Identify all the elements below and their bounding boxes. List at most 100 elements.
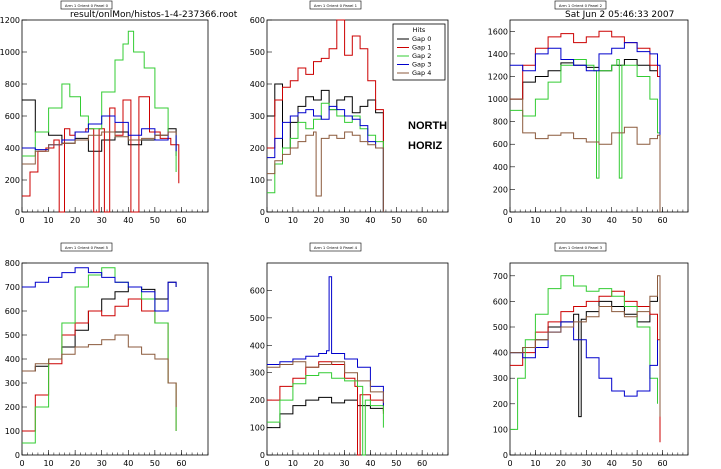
x-tick-label: 20 bbox=[70, 459, 80, 468]
y-tick-label: 200 bbox=[493, 400, 508, 409]
x-tick-label: 60 bbox=[657, 216, 667, 225]
x-tick-label: 40 bbox=[123, 216, 133, 225]
legend-entry: Gap 3 bbox=[412, 61, 431, 69]
y-tick-label: 100 bbox=[250, 176, 265, 185]
x-tick-label: 30 bbox=[97, 459, 107, 468]
x-tick-label: 50 bbox=[632, 459, 642, 468]
y-tick-label: 1200 bbox=[0, 16, 20, 25]
series-line-gap2 bbox=[22, 267, 177, 444]
x-tick-label: 40 bbox=[365, 459, 375, 468]
y-tick-label: 400 bbox=[250, 341, 265, 350]
legend-title: Hits bbox=[413, 26, 426, 34]
y-tick-label: 0 bbox=[503, 208, 508, 217]
y-tick-label: 300 bbox=[493, 374, 508, 383]
series-line-gap3 bbox=[22, 267, 177, 312]
y-tick-label: 0 bbox=[260, 451, 265, 460]
y-tick-label: 1000 bbox=[0, 48, 20, 57]
panel-title: Arm 1 Orient 0 Panel 2 bbox=[559, 3, 603, 8]
x-tick-label: 20 bbox=[70, 216, 80, 225]
series-line-gap3 bbox=[510, 321, 658, 397]
y-tick-label: 0 bbox=[15, 208, 20, 217]
series-line-gap2 bbox=[22, 30, 177, 172]
y-tick-label: 600 bbox=[250, 286, 265, 295]
y-tick-label: 400 bbox=[493, 163, 508, 172]
x-tick-label: 30 bbox=[339, 216, 349, 225]
y-tick-label: 400 bbox=[5, 144, 20, 153]
y-tick-label: 500 bbox=[250, 314, 265, 323]
root-file-name: result/onlMon/histos-1-4-237366.root bbox=[70, 10, 238, 20]
panel-title-box bbox=[554, 0, 607, 10]
y-tick-label: 800 bbox=[5, 259, 20, 268]
y-tick-label: 1000 bbox=[488, 95, 508, 104]
series-line-gap1 bbox=[510, 30, 661, 212]
y-tick-label: 200 bbox=[5, 176, 20, 185]
series-line-gap3 bbox=[267, 276, 384, 406]
x-tick-label: 0 bbox=[264, 216, 269, 225]
y-tick-label: 600 bbox=[5, 307, 20, 316]
y-tick-label: 1600 bbox=[488, 27, 508, 36]
panel-title: Arm 1 Orient 0 Panel 4 bbox=[314, 245, 358, 250]
x-tick-label: 60 bbox=[176, 459, 186, 468]
x-tick-label: 30 bbox=[581, 216, 591, 225]
x-tick-label: 10 bbox=[530, 216, 540, 225]
panel-title-box bbox=[309, 242, 362, 252]
x-tick-label: 20 bbox=[314, 459, 324, 468]
y-tick-label: 1400 bbox=[488, 50, 508, 59]
x-tick-label: 60 bbox=[176, 216, 186, 225]
x-tick-label: 0 bbox=[19, 459, 24, 468]
x-tick-label: 30 bbox=[581, 459, 591, 468]
y-tick-label: 100 bbox=[5, 427, 20, 436]
x-tick-label: 10 bbox=[288, 216, 298, 225]
x-tick-label: 10 bbox=[530, 459, 540, 468]
series-line-gap1 bbox=[22, 298, 177, 432]
y-tick-label: 200 bbox=[5, 403, 20, 412]
y-tick-label: 600 bbox=[493, 297, 508, 306]
series-line-gap4 bbox=[22, 334, 177, 407]
panel-frame bbox=[509, 19, 689, 213]
x-tick-label: 30 bbox=[97, 216, 107, 225]
series-line-gap1 bbox=[267, 19, 384, 212]
panel-frame bbox=[509, 262, 689, 456]
x-tick-label: 20 bbox=[314, 216, 324, 225]
panel-title: Arm 1 Orient 0 Panel 5 bbox=[65, 245, 109, 250]
x-tick-label: 50 bbox=[150, 216, 160, 225]
panel-title: Arm 1 Orient 0 Panel 0 bbox=[65, 3, 109, 8]
panel-title: Arm 1 Orient 0 Panel 3 bbox=[559, 245, 603, 250]
x-tick-label: 0 bbox=[264, 459, 269, 468]
legend-box bbox=[392, 23, 446, 81]
x-tick-label: 10 bbox=[43, 459, 53, 468]
y-tick-label: 500 bbox=[5, 331, 20, 340]
y-tick-label: 300 bbox=[250, 112, 265, 121]
y-tick-label: 0 bbox=[260, 208, 265, 217]
series-line-gap0 bbox=[22, 281, 177, 372]
x-tick-label: 40 bbox=[365, 216, 375, 225]
y-tick-label: 0 bbox=[503, 451, 508, 460]
y-tick-label: 400 bbox=[250, 80, 265, 89]
series-line-gap4 bbox=[510, 275, 661, 417]
series-line-gap4 bbox=[267, 361, 384, 403]
y-tick-label: 400 bbox=[493, 349, 508, 358]
y-tick-label: 400 bbox=[5, 355, 20, 364]
y-tick-label: 600 bbox=[493, 140, 508, 149]
series-line-gap4 bbox=[22, 131, 177, 165]
y-tick-label: 200 bbox=[493, 185, 508, 194]
y-tick-label: 600 bbox=[5, 112, 20, 121]
panel-title-box bbox=[60, 0, 113, 10]
x-tick-label: 40 bbox=[607, 459, 617, 468]
series-line-gap2 bbox=[267, 372, 384, 456]
y-tick-label: 1200 bbox=[488, 72, 508, 81]
series-line-gap4 bbox=[510, 98, 661, 212]
y-tick-label: 100 bbox=[493, 425, 508, 434]
y-tick-label: 100 bbox=[250, 424, 265, 433]
north-label: NORTH bbox=[408, 120, 448, 132]
timestamp: Sat Jun 2 05:46:33 2007 bbox=[565, 10, 675, 20]
panel-title-box bbox=[309, 0, 362, 10]
series-line-gap1 bbox=[22, 96, 180, 213]
x-tick-label: 10 bbox=[288, 459, 298, 468]
x-tick-label: 50 bbox=[632, 216, 642, 225]
x-tick-label: 40 bbox=[607, 216, 617, 225]
legend-entry: Gap 1 bbox=[412, 44, 431, 52]
x-tick-label: 50 bbox=[391, 459, 401, 468]
x-tick-label: 40 bbox=[123, 459, 133, 468]
